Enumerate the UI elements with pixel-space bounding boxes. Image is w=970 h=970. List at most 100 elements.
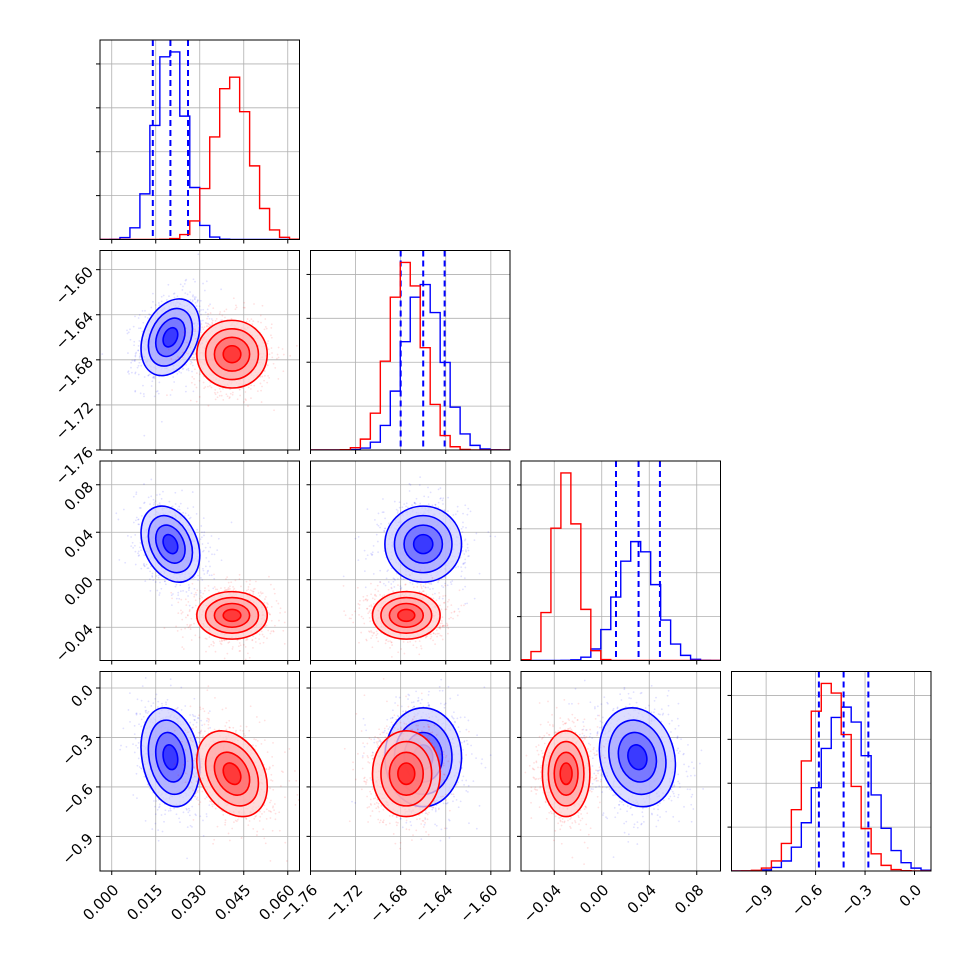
contour-line <box>196 730 269 818</box>
histogram-series-0 <box>310 283 510 450</box>
contour-line <box>204 740 260 807</box>
y-tick-label: −0.6 <box>59 780 97 818</box>
contour-line <box>541 730 591 818</box>
y-tick-label: −0.04 <box>52 621 97 666</box>
contour-line <box>412 533 434 555</box>
panel-2-0: −0.040.000.040.08 <box>52 460 300 666</box>
density-fill <box>163 744 178 770</box>
panel-1-1 <box>306 250 511 454</box>
histogram-series-1 <box>521 472 721 661</box>
density-fill <box>397 609 415 622</box>
contour-line <box>559 762 573 786</box>
contour-line <box>154 317 186 358</box>
contour-line <box>204 328 260 381</box>
panel-3-1: −1.76 −1.72 −1.68 −1.64 −1.60 <box>276 671 511 926</box>
x-tick-label: 0.00 <box>576 881 612 917</box>
x-tick-label: 0.0 <box>896 881 926 911</box>
y-tick-label: −0.3 <box>59 731 97 769</box>
y-tick-label: −1.68 <box>52 353 97 398</box>
contour-line <box>222 762 242 786</box>
panel-2-1 <box>306 460 511 665</box>
y-tick-label: −1.60 <box>52 263 97 308</box>
contour-line <box>162 326 179 348</box>
contour-line <box>397 762 416 786</box>
contour-line <box>147 307 194 367</box>
contour-line <box>627 744 648 771</box>
contour-line <box>147 719 194 796</box>
contour-line <box>213 336 251 372</box>
contour-line <box>147 514 194 574</box>
histogram-series-0 <box>731 706 931 871</box>
histogram-series-1 <box>310 261 510 450</box>
x-tick-label: −1.64 <box>411 881 456 926</box>
contour-line <box>213 602 251 629</box>
contour-line <box>140 298 201 377</box>
panel-frame <box>731 671 932 872</box>
contour-line <box>196 590 269 640</box>
contour-line <box>380 596 433 634</box>
y-tick-label: −0.9 <box>59 830 97 868</box>
contour-line <box>380 740 433 807</box>
y-tick-label: −1.76 <box>52 443 97 488</box>
y-tick-label: −1.72 <box>52 398 97 443</box>
panel-frame <box>520 460 721 661</box>
x-tick-label: −0.3 <box>837 881 875 919</box>
contour-line <box>154 731 186 783</box>
density-fill <box>413 534 433 554</box>
contour-line <box>222 608 242 623</box>
contour-line <box>388 751 425 796</box>
x-tick-label: −0.04 <box>520 881 565 926</box>
contour-line <box>371 590 441 640</box>
density-fill <box>627 744 647 770</box>
y-tick-label: −1.64 <box>52 308 97 353</box>
panel-frame <box>310 671 511 872</box>
density-fill <box>223 345 241 363</box>
contour-line <box>547 740 585 807</box>
contour-line <box>598 706 677 808</box>
panel-3-3: −0.9 −0.6 −0.3 0.0 <box>727 671 932 920</box>
contour-line <box>617 731 658 783</box>
panel-3-0: 0.000 0.015 0.030 0.045 0.060−0.9−0.6−0.30.0 <box>59 671 300 924</box>
x-tick-label: −0.6 <box>788 881 826 919</box>
x-tick-label: −1.60 <box>456 881 501 926</box>
density-fill <box>223 763 241 785</box>
panel-2-2 <box>517 460 721 665</box>
x-tick-label: 0.04 <box>624 881 660 917</box>
x-tick-label: −1.72 <box>321 881 366 926</box>
contour-line <box>204 596 260 634</box>
panel-frame <box>310 460 511 661</box>
contour-line <box>393 514 453 574</box>
x-tick-label: 0.045 <box>211 881 254 924</box>
histogram-series-1 <box>731 682 931 871</box>
x-tick-label: 0.000 <box>79 881 122 924</box>
contour-line <box>403 524 444 564</box>
contour-line <box>388 602 425 629</box>
contour-line <box>140 505 201 583</box>
contour-line <box>384 505 463 583</box>
x-tick-label: −1.68 <box>366 881 411 926</box>
contour-line <box>371 730 441 818</box>
panel-frame <box>310 250 511 451</box>
contour-line <box>222 344 242 364</box>
panel-1-0: −1.76−1.72−1.68−1.64−1.60 <box>52 250 300 489</box>
x-tick-label: −0.9 <box>738 881 776 919</box>
x-tick-label: 0.08 <box>671 881 707 917</box>
panel-frame <box>520 671 721 872</box>
y-tick-label: 0.04 <box>61 526 97 562</box>
contour-line <box>213 751 251 796</box>
density-fill <box>163 534 178 554</box>
contour-line <box>553 751 579 796</box>
density-fill <box>560 763 573 785</box>
density-fill <box>163 327 178 347</box>
y-tick-label: 0.0 <box>67 681 97 711</box>
density-fill <box>397 763 415 785</box>
contour-line <box>608 719 667 796</box>
contour-line <box>397 608 416 623</box>
density-fill <box>223 609 241 622</box>
x-tick-label: 0.030 <box>167 881 210 924</box>
contour-line <box>196 319 269 389</box>
x-tick-label: 0.015 <box>123 881 166 924</box>
contour-line <box>154 524 186 564</box>
panel-3-2: −0.04 0.00 0.04 0.08 <box>517 671 721 926</box>
